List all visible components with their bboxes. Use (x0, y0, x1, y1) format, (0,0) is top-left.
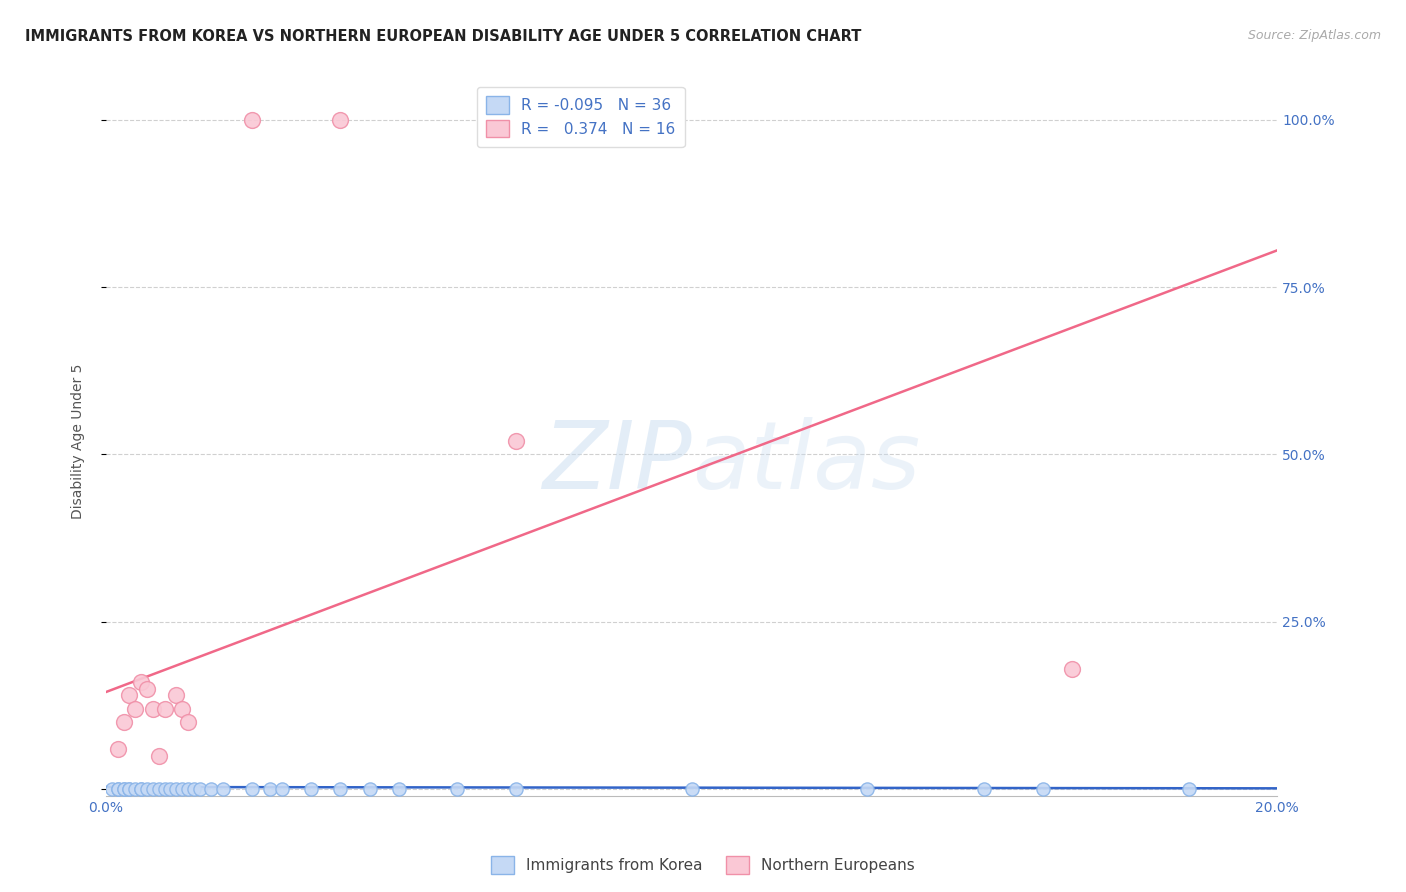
Point (212, 782, 235, 797)
Point (242, 782, 264, 797)
Point (159, 782, 181, 797)
Point (505, 782, 527, 797)
Point (129, 782, 152, 797)
Text: Source: ZipAtlas.com: Source: ZipAtlas.com (1247, 29, 1381, 42)
Point (142, 782, 165, 797)
Point (112, 782, 135, 797)
Point (172, 702, 194, 716)
Point (1178, 782, 1201, 797)
Point (681, 782, 703, 797)
Point (107, 782, 129, 797)
Point (129, 782, 152, 797)
Point (101, 782, 124, 797)
Point (446, 782, 468, 797)
Point (329, 782, 352, 797)
Point (118, 782, 141, 797)
Point (165, 782, 187, 797)
Point (129, 675, 152, 690)
Point (112, 782, 135, 797)
Point (172, 782, 194, 797)
Point (329, 112, 352, 127)
Point (177, 715, 200, 730)
Text: ZIP: ZIP (543, 417, 692, 508)
Text: atlas: atlas (692, 417, 920, 508)
Point (1062, 661, 1084, 675)
Point (242, 112, 264, 127)
Legend: Immigrants from Korea, Northern Europeans: Immigrants from Korea, Northern European… (485, 850, 921, 880)
Point (388, 782, 411, 797)
Point (177, 782, 200, 797)
Text: IMMIGRANTS FROM KOREA VS NORTHERN EUROPEAN DISABILITY AGE UNDER 5 CORRELATION CH: IMMIGRANTS FROM KOREA VS NORTHERN EUROPE… (25, 29, 862, 44)
Point (136, 782, 159, 797)
Y-axis label: Disability Age Under 5: Disability Age Under 5 (72, 363, 86, 519)
Point (200, 782, 222, 797)
Point (153, 782, 176, 797)
Point (107, 742, 129, 756)
Point (107, 782, 129, 797)
Point (142, 702, 165, 716)
Point (148, 748, 170, 763)
Point (165, 689, 187, 703)
Point (856, 782, 879, 797)
Point (1032, 782, 1054, 797)
Point (183, 782, 205, 797)
Point (118, 782, 141, 797)
Point (148, 782, 170, 797)
Point (973, 782, 995, 797)
Point (188, 782, 211, 797)
Point (118, 689, 141, 703)
Point (124, 702, 146, 716)
Point (259, 782, 281, 797)
Point (136, 681, 159, 696)
Point (124, 782, 146, 797)
Point (359, 782, 381, 797)
Point (112, 715, 135, 730)
Point (270, 782, 292, 797)
Point (153, 702, 176, 716)
Point (299, 782, 322, 797)
Point (505, 434, 527, 448)
Legend: R = -0.095   N = 36, R =   0.374   N = 16: R = -0.095 N = 36, R = 0.374 N = 16 (477, 87, 685, 146)
